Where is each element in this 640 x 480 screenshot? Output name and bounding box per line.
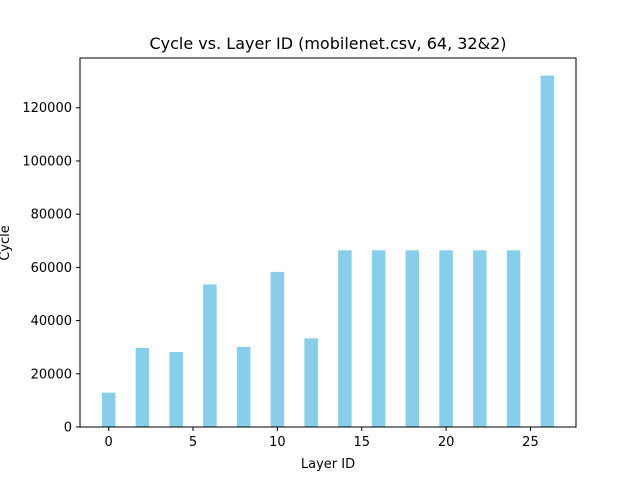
- x-axis: 0 5 10 15 20 25: [105, 427, 539, 450]
- bar-layer-2: [135, 347, 150, 427]
- bar-layer-4: [169, 351, 183, 427]
- bar-layer-8: [236, 346, 251, 427]
- x-tick-label: 0: [105, 435, 113, 450]
- y-tick-label: 80000: [31, 208, 72, 223]
- bar-layer-16: [371, 250, 386, 427]
- x-tick-label: 25: [522, 435, 539, 450]
- y-tick-label: 40000: [31, 314, 72, 329]
- bar-layer-10: [270, 271, 285, 427]
- y-tick-label: 20000: [31, 367, 72, 382]
- y-tick-label: 100000: [22, 154, 72, 169]
- bar-layer-0: [101, 392, 116, 427]
- bar-layer-20: [439, 250, 453, 427]
- x-tick-label: 15: [353, 435, 370, 450]
- bar-layer-6: [203, 284, 217, 427]
- plot-frame: [79, 57, 577, 428]
- y-tick-label: 60000: [31, 261, 72, 276]
- x-tick-label: 20: [438, 435, 455, 450]
- y-tick-label: 0: [64, 421, 72, 436]
- bar-layer-26: [540, 75, 555, 427]
- x-tick-label: 5: [189, 435, 197, 450]
- bar-layer-12: [304, 338, 318, 427]
- chart-title: Cycle vs. Layer ID (mobilenet.csv, 64, 3…: [149, 34, 506, 53]
- bar-layer-18: [405, 250, 420, 427]
- bar-layer-14: [338, 250, 352, 427]
- bar-layer-22: [473, 250, 487, 427]
- bar-layer-24: [506, 250, 521, 427]
- x-axis-label: Layer ID: [301, 457, 355, 472]
- bars-group: [101, 75, 555, 427]
- y-axis-label: Cycle: [0, 225, 13, 261]
- y-tick-label: 120000: [22, 101, 72, 116]
- y-axis: 0 20000 40000 60000 80000 100000 120000: [22, 101, 80, 436]
- x-tick-label: 10: [269, 435, 286, 450]
